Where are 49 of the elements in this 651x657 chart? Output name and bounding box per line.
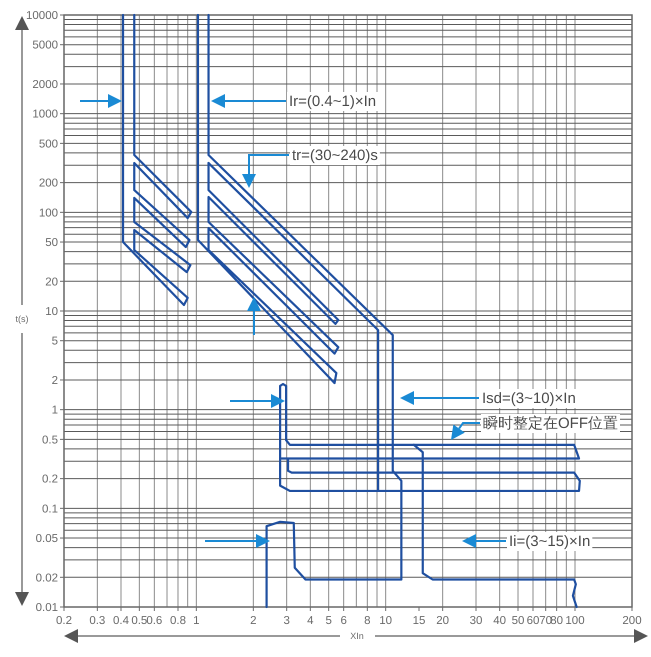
- y-tick-label: 0.01: [36, 602, 58, 614]
- x-tick-label: 100: [565, 615, 585, 627]
- y-tick-label: 1: [52, 404, 58, 417]
- y-tick-label: 2000: [32, 78, 58, 91]
- x-tick-label: 80: [550, 615, 564, 627]
- annotation: Ii=(3~15)×In: [509, 533, 590, 550]
- y-tick-label: 50: [45, 237, 58, 250]
- x-tick-label: 4: [307, 615, 314, 627]
- x-tick-label: 6: [340, 615, 347, 627]
- y-tick-label: 20: [45, 276, 58, 288]
- y-tick-label: 500: [38, 138, 58, 150]
- y-tick-label: 5000: [32, 40, 58, 52]
- annotation: tr=(30~240)s: [292, 147, 378, 164]
- x-tick-label: 3: [283, 615, 290, 627]
- y-tick-label: 1000: [32, 108, 58, 121]
- x-tick-label: 50: [512, 615, 524, 627]
- y-tick-label: 0.2: [42, 474, 58, 486]
- y-tick-label: 0.5: [42, 434, 58, 446]
- x-tick-label: 60: [526, 615, 540, 627]
- x-tick-label: 2: [250, 615, 257, 627]
- y-tick-label: 100: [38, 207, 58, 220]
- x-tick-label: 0.8: [170, 615, 186, 627]
- y-tick-label: 200: [38, 178, 58, 190]
- x-tick-label: 70: [539, 615, 552, 627]
- x-tick-label: 8: [364, 615, 371, 627]
- y-tick-label: 10000: [26, 10, 58, 22]
- x-tick-label: 0.5: [131, 615, 148, 627]
- y-tick-label: 0.05: [36, 533, 58, 546]
- x-tick-label: 0.3: [89, 615, 106, 627]
- x-tick-label: 20: [436, 615, 450, 627]
- x-tick-label: 10: [379, 615, 392, 627]
- y-axis-title: t(s): [16, 314, 28, 324]
- y-tick-label: 10: [45, 306, 58, 318]
- y-tick-label: 0.02: [36, 572, 58, 584]
- x-tick-label: 5: [325, 615, 332, 627]
- x-tick-label: 0.4: [112, 615, 130, 627]
- y-tick-label: 0.1: [42, 503, 58, 516]
- x-tick-label: 1: [193, 615, 200, 627]
- x-axis-title: XIn: [350, 631, 364, 641]
- x-tick-label: 200: [622, 615, 642, 627]
- x-tick-label: 15: [412, 615, 426, 627]
- x-tick-label: 30: [470, 615, 482, 627]
- x-tick-label: 0.6: [146, 615, 162, 627]
- y-tick-label: 2: [52, 374, 58, 387]
- x-tick-label: 40: [493, 615, 506, 627]
- annotation: Ir=(0.4~1)×In: [289, 93, 376, 110]
- y-tick-label: 5: [52, 336, 58, 348]
- annotation: Isd=(3~10)×In: [482, 390, 576, 407]
- annotation: 瞬时整定在OFF位置: [483, 415, 618, 432]
